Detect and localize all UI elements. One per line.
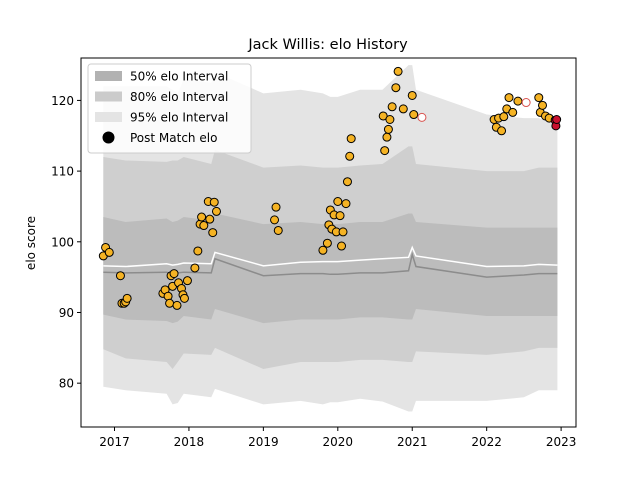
y-tick-label: 120 xyxy=(51,94,74,108)
elo-point xyxy=(345,151,355,161)
x-tick-label: 2023 xyxy=(546,435,577,449)
elo-point xyxy=(104,247,114,257)
x-tick-label: 2019 xyxy=(248,435,279,449)
elo-point xyxy=(398,104,408,114)
elo-point xyxy=(318,245,328,255)
elo-point xyxy=(193,246,203,256)
elo-point xyxy=(165,298,175,308)
y-tick-label: 100 xyxy=(51,235,74,249)
elo-point xyxy=(208,228,218,238)
open-elo-point xyxy=(417,112,427,122)
elo-point xyxy=(341,199,351,209)
elo-point xyxy=(391,83,401,93)
elo-point xyxy=(382,132,392,142)
band-50-interval xyxy=(103,213,558,324)
elo-point xyxy=(333,197,343,206)
elo-point xyxy=(393,66,403,76)
elo-point xyxy=(538,100,547,110)
x-tick-label: 2018 xyxy=(174,435,205,449)
elo-point xyxy=(197,212,207,222)
legend-marker xyxy=(102,131,115,144)
elo-point xyxy=(270,215,280,225)
y-tick-label: 90 xyxy=(59,306,74,320)
elo-point xyxy=(190,263,200,273)
elo-point xyxy=(169,269,179,279)
legend: 50% elo Interval 80% elo Interval 95% elo … xyxy=(87,63,252,154)
elo-point xyxy=(115,271,125,281)
chart-title: Jack Willis: elo History xyxy=(247,37,408,53)
x-tick-label: 2017 xyxy=(99,435,130,449)
elo-point xyxy=(409,110,419,120)
elo-point xyxy=(182,276,192,286)
legend-entry: 95% elo Interval xyxy=(95,111,228,125)
plot-frame xyxy=(80,57,577,428)
elo-point xyxy=(199,221,209,231)
x-tick-label: 2020 xyxy=(323,435,354,449)
x-tick-label: 2022 xyxy=(471,435,502,449)
elo-point xyxy=(338,227,348,237)
elo-point xyxy=(380,146,390,156)
x-tick-label: 2021 xyxy=(397,435,428,449)
elo-point xyxy=(172,300,182,310)
legend-label: Post Match elo xyxy=(130,131,217,145)
elo-point xyxy=(383,124,393,134)
elo-point xyxy=(273,225,283,235)
legend-swatch xyxy=(95,112,122,122)
elo-point xyxy=(122,293,132,303)
elo-point xyxy=(346,134,356,144)
elo-point xyxy=(209,197,219,207)
recent-elo-point xyxy=(552,115,562,124)
elo-point xyxy=(497,126,507,136)
legend-label: 80% elo Interval xyxy=(130,90,228,104)
elo-points xyxy=(98,66,562,310)
elo-point xyxy=(407,90,417,100)
y-axis-label: elo score xyxy=(24,216,38,270)
elo-point xyxy=(322,238,332,248)
elo-point xyxy=(342,177,352,187)
elo-point xyxy=(508,107,518,117)
elo-point xyxy=(211,206,221,216)
y-tick-label: 80 xyxy=(59,377,74,391)
legend-label: 95% elo Interval xyxy=(130,111,228,125)
legend-entry: 50% elo Interval xyxy=(95,70,228,84)
legend-swatch xyxy=(95,91,122,102)
legend-entry: Post Match elo xyxy=(102,131,217,145)
elo-point xyxy=(271,202,281,212)
elo-point xyxy=(504,93,514,103)
elo-point xyxy=(534,93,544,103)
elo-point xyxy=(179,293,189,303)
elo-point xyxy=(335,211,345,221)
legend-swatch xyxy=(95,71,122,81)
y-axis: 80 90 100 110 120 xyxy=(51,94,81,391)
open-elo-point xyxy=(521,98,531,108)
elo-point xyxy=(387,102,397,112)
legend-label: 50% elo Interval xyxy=(130,70,228,84)
legend-box xyxy=(87,63,252,154)
elo-point xyxy=(499,112,509,122)
elo-point xyxy=(385,115,395,124)
elo-point xyxy=(337,241,347,251)
y-tick-label: 110 xyxy=(51,165,74,179)
x-axis: 2017 2018 2019 2020 2021 2022 2023 xyxy=(99,427,576,449)
elo-point xyxy=(513,96,523,106)
mean-elo-line xyxy=(103,245,558,268)
elo-point xyxy=(205,214,215,224)
legend-entry: 80% elo Interval xyxy=(95,90,228,104)
